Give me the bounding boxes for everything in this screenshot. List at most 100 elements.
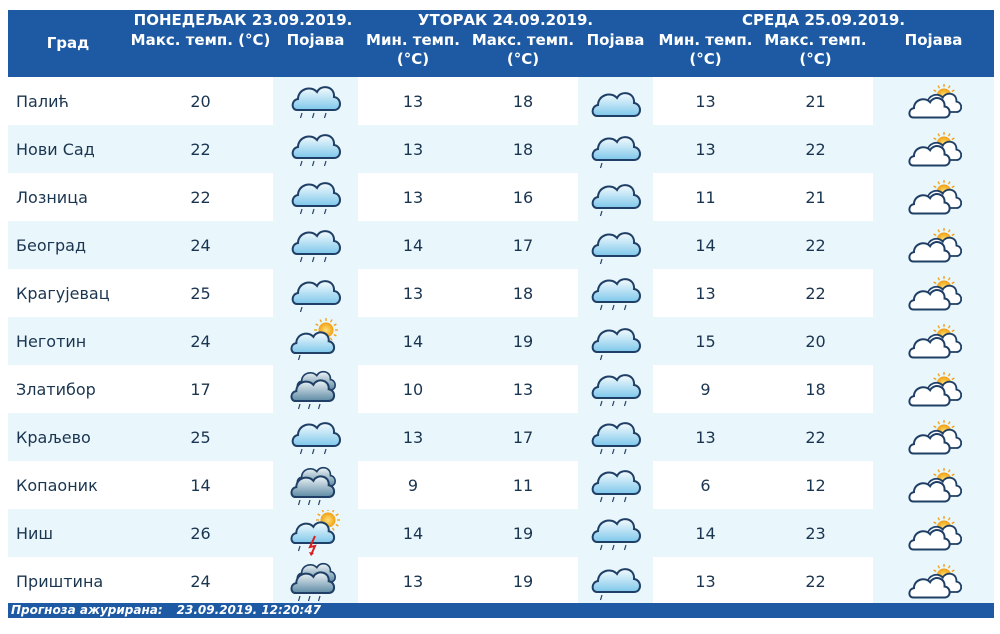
city-name: Палић <box>8 77 128 125</box>
max-temp-day2: 17 <box>468 413 578 461</box>
partly-cloudy-sun-icon <box>907 84 962 119</box>
max-temp-day3: 22 <box>758 413 874 461</box>
table-row: Копаоник 14 9 11 6 12 <box>8 461 995 509</box>
phenomenon-day2 <box>578 269 654 317</box>
table-row: Лозница 22 13 16 11 21 <box>8 173 995 221</box>
col-header-min-2: Мин. темп. (°C) <box>358 30 468 77</box>
min-temp-day2: 13 <box>358 557 468 605</box>
max-temp-day2: 17 <box>468 221 578 269</box>
max-temp-day3: 22 <box>758 557 874 605</box>
cloud-light-rain-icon <box>591 184 641 217</box>
rain-cloud-icon <box>591 518 641 551</box>
max-temp-day1: 22 <box>128 173 273 221</box>
min-temp-day2: 13 <box>358 413 468 461</box>
rain-cloud-icon <box>291 134 341 167</box>
max-temp-day3: 23 <box>758 509 874 557</box>
max-temp-day3: 22 <box>758 221 874 269</box>
phenomenon-day2 <box>578 413 654 461</box>
partly-cloudy-sun-icon <box>907 324 962 359</box>
table-row: Крагујевац 25 13 18 13 22 <box>8 269 995 317</box>
max-temp-day1: 22 <box>128 125 273 173</box>
phenomenon-day1 <box>273 125 358 173</box>
dark-cloud-rain-icon <box>289 370 336 410</box>
max-temp-day1: 25 <box>128 269 273 317</box>
min-temp-day2: 14 <box>358 509 468 557</box>
max-temp-day3: 20 <box>758 317 874 365</box>
min-temp-day2: 14 <box>358 221 468 269</box>
partly-cloudy-sun-icon <box>907 420 962 455</box>
table-row: Приштина 24 13 19 13 22 <box>8 557 995 605</box>
city-name: Краљево <box>8 413 128 461</box>
dark-cloud-rain-icon <box>289 466 336 506</box>
phenomenon-day1 <box>273 173 358 221</box>
phenomenon-day3 <box>873 221 995 269</box>
rain-cloud-icon <box>591 278 641 311</box>
phenomenon-day3 <box>873 413 995 461</box>
min-temp-day3: 13 <box>653 413 759 461</box>
city-name: Златибор <box>8 365 128 413</box>
phenomenon-day1 <box>273 269 358 317</box>
min-temp-day3: 13 <box>653 269 759 317</box>
col-header-city: Град <box>8 10 128 77</box>
phenomenon-day3 <box>873 461 995 509</box>
phenomenon-day2 <box>578 221 654 269</box>
city-name: Крагујевац <box>8 269 128 317</box>
update-footer: Прогноза ажурирана: 23.09.2019. 12:20:47 <box>8 603 994 618</box>
day-title-1: ПОНЕДЕЉАК 23.09.2019. <box>128 10 358 30</box>
phenomenon-day3 <box>873 125 995 173</box>
partly-cloudy-sun-icon <box>907 180 962 215</box>
cloud-light-rain-icon <box>591 232 641 265</box>
col-header-phen-1: Појава <box>273 30 358 77</box>
phenomenon-day3 <box>873 317 995 365</box>
min-temp-day3: 13 <box>653 557 759 605</box>
max-temp-day1: 14 <box>128 461 273 509</box>
max-temp-day3: 21 <box>758 77 874 125</box>
dark-cloud-rain-icon <box>289 562 336 602</box>
phenomenon-day3 <box>873 77 995 125</box>
rain-cloud-icon <box>591 470 641 503</box>
phenomenon-day1 <box>273 557 358 605</box>
phenomenon-day3 <box>873 365 995 413</box>
rain-cloud-icon <box>591 374 641 407</box>
phenomenon-day2 <box>578 77 654 125</box>
table-row: Краљево 25 13 17 13 22 <box>8 413 995 461</box>
min-temp-day3: 11 <box>653 173 759 221</box>
partly-cloudy-sun-icon <box>907 276 962 311</box>
city-name: Копаоник <box>8 461 128 509</box>
phenomenon-day2 <box>578 461 654 509</box>
day-title-2: УТОРАК 24.09.2019. <box>358 10 654 30</box>
max-temp-day1: 24 <box>128 221 273 269</box>
phenomenon-day2 <box>578 509 654 557</box>
table-row: Златибор 17 10 13 9 18 <box>8 365 995 413</box>
rain-cloud-icon <box>291 86 341 119</box>
partly-cloudy-sun-icon <box>907 132 962 167</box>
city-name: Лозница <box>8 173 128 221</box>
forecast-table: Град ПОНЕДЕЉАК 23.09.2019. УТОРАК 24.09.… <box>8 10 995 605</box>
max-temp-day3: 22 <box>758 269 874 317</box>
forecast-rows: Палић 20 13 18 13 21 Нови Сад 22 13 18 13 22 Лозница… <box>8 77 995 605</box>
partly-cloudy-sun-icon <box>907 564 962 599</box>
phenomenon-day1 <box>273 413 358 461</box>
table-row: Неготин 24 14 19 15 20 <box>8 317 995 365</box>
city-name: Ниш <box>8 509 128 557</box>
partly-cloudy-sun-icon <box>907 228 962 263</box>
max-temp-day1: 25 <box>128 413 273 461</box>
rain-cloud-icon <box>291 422 341 455</box>
update-label: Прогноза ажурирана: <box>11 603 163 617</box>
max-temp-day2: 13 <box>468 365 578 413</box>
max-temp-day1: 17 <box>128 365 273 413</box>
min-temp-day2: 9 <box>358 461 468 509</box>
city-name: Неготин <box>8 317 128 365</box>
rain-cloud-icon <box>591 422 641 455</box>
max-temp-day2: 19 <box>468 317 578 365</box>
table-row: Београд 24 14 17 14 22 <box>8 221 995 269</box>
min-temp-day3: 6 <box>653 461 759 509</box>
col-header-phen-3: Појава <box>873 30 995 77</box>
max-temp-day2: 19 <box>468 557 578 605</box>
phenomenon-day1 <box>273 77 358 125</box>
rain-cloud-icon <box>291 182 341 215</box>
phenomenon-day1 <box>273 317 358 365</box>
max-temp-day2: 18 <box>468 269 578 317</box>
day-title-3: СРЕДА 25.09.2019. <box>653 10 995 30</box>
max-temp-day3: 18 <box>758 365 874 413</box>
